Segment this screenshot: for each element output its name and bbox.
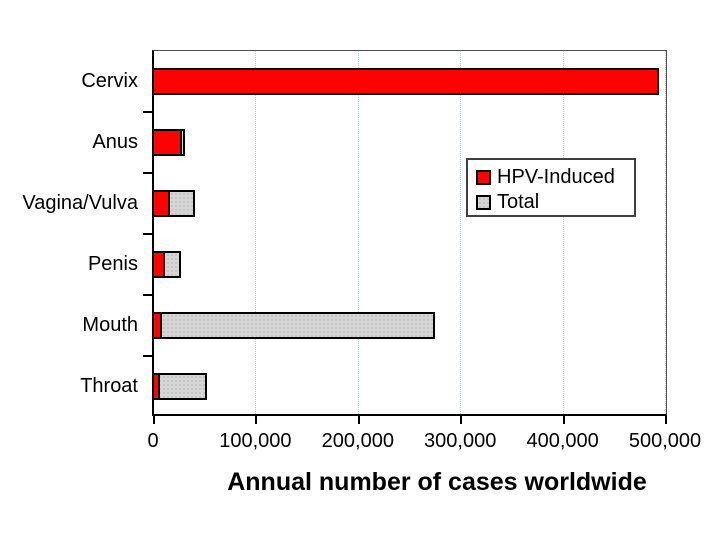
category-label-penis: Penis: [87, 252, 138, 275]
plot-area: [143, 50, 667, 424]
gridline: [460, 51, 462, 414]
gridline: [562, 51, 564, 414]
y-axis-tick: [143, 111, 152, 113]
total-bar-mouth: [152, 312, 435, 339]
gridline: [665, 51, 666, 414]
legend-entry-hpv-induced: HPV-Induced: [476, 165, 634, 190]
category-label-throat: Throat: [80, 374, 138, 397]
hpv-bar-throat: [152, 373, 161, 400]
x-axis-tick: [562, 416, 565, 424]
gridline: [357, 51, 359, 414]
x-tick-label: 400,000: [526, 430, 599, 452]
x-axis-title: Annual number of cases worldwide: [227, 468, 647, 496]
hpv-bar-anus: [152, 129, 182, 156]
hpv-bar-penis: [152, 251, 165, 278]
category-label-cervix: Cervix: [81, 69, 138, 92]
legend-label-total: Total: [497, 191, 540, 213]
hpv-bar-mouth: [152, 312, 163, 339]
legend-entry-total: Total: [476, 190, 634, 215]
x-axis-tick: [665, 416, 667, 424]
x-axis-tick: [357, 416, 360, 424]
x-axis-tick: [153, 416, 155, 424]
x-tick-label: 100,000: [219, 430, 292, 452]
category-label-vagina-vulva: Vagina/Vulva: [22, 191, 138, 214]
hpv-bar-cervix: [152, 68, 659, 95]
gridline: [255, 51, 257, 414]
x-tick-label: 0: [147, 430, 159, 452]
x-tick-label: 200,000: [321, 430, 394, 452]
legend: HPV-Induced Total: [466, 158, 636, 217]
y-axis-tick: [143, 233, 152, 235]
y-axis-tick: [143, 355, 152, 357]
legend-swatch-hpv-induced-icon: [476, 170, 491, 185]
x-axis-tick: [255, 416, 258, 424]
x-tick-label: 300,000: [424, 430, 497, 452]
hpv-bar-vagina-vulva: [152, 190, 171, 217]
legend-label-hpv-induced: HPV-Induced: [497, 166, 615, 188]
category-label-mouth: Mouth: [82, 313, 138, 336]
category-label-anus: Anus: [92, 130, 138, 153]
x-axis-tick: [460, 416, 463, 424]
legend-swatch-total-icon: [476, 195, 491, 210]
x-tick-label: 500,000: [628, 430, 702, 452]
y-axis-tick: [143, 172, 152, 174]
y-axis-tick: [143, 294, 152, 296]
